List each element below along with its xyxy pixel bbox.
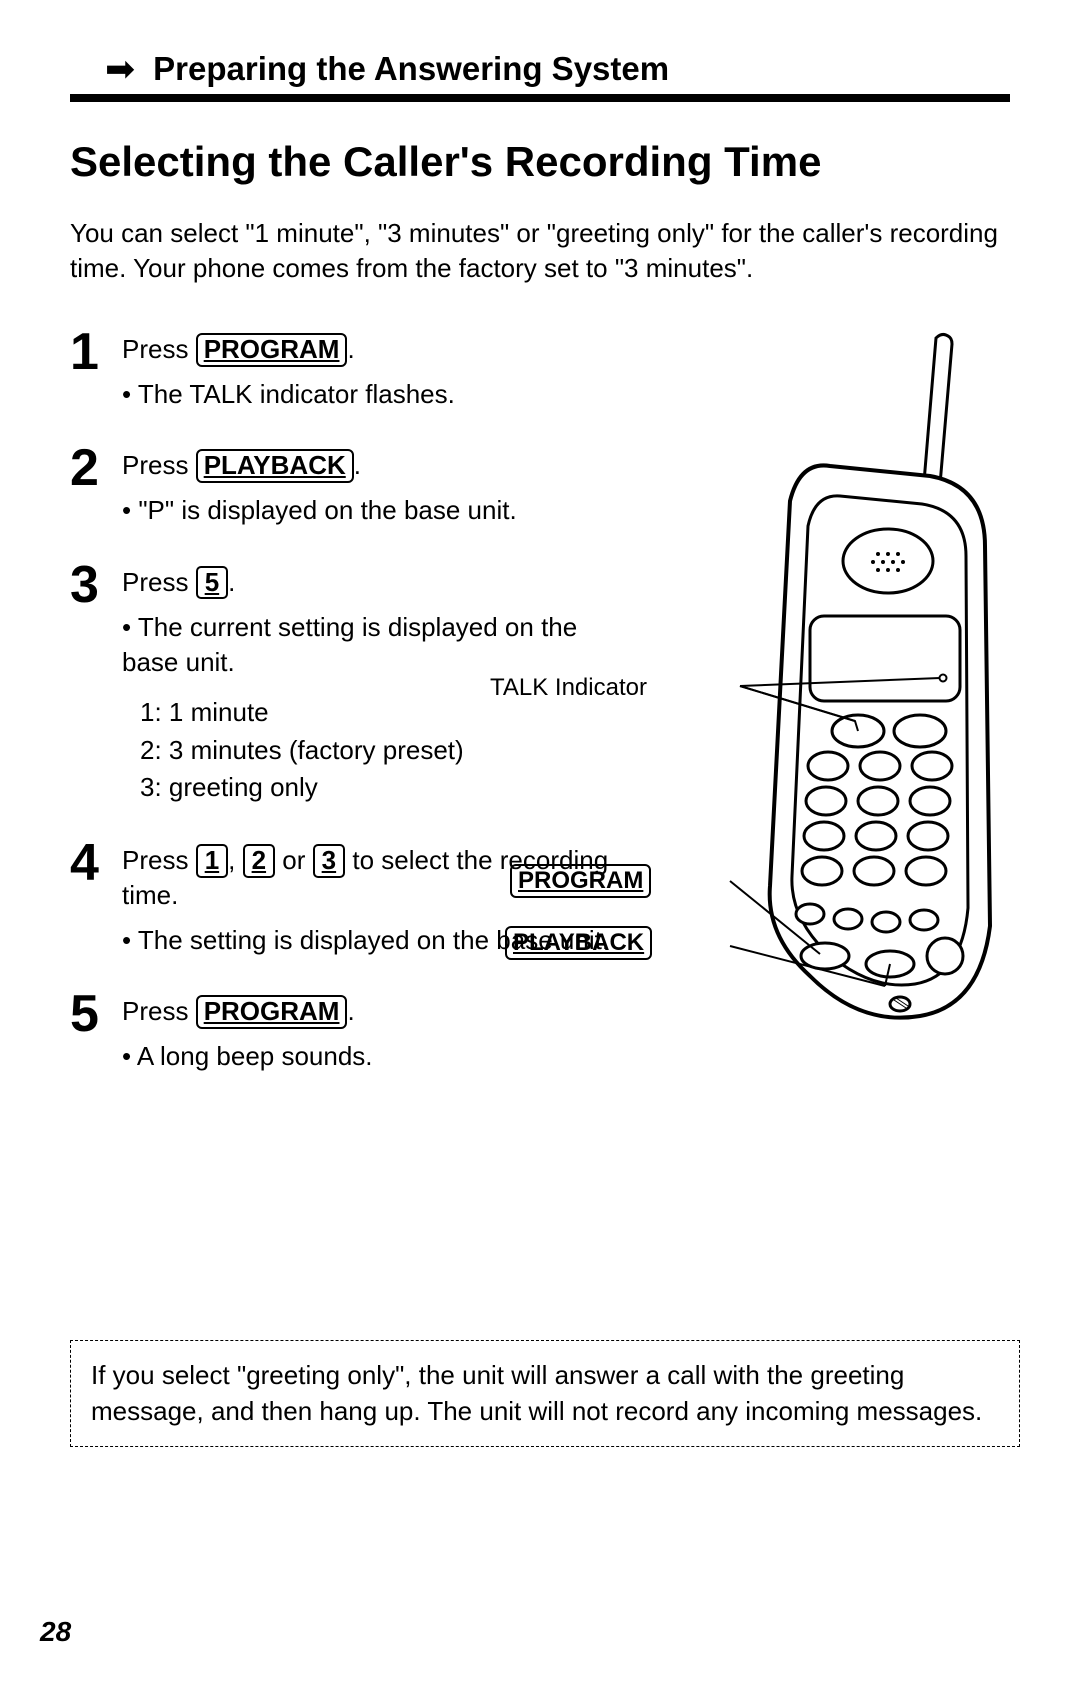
- page-title: Selecting the Caller's Recording Time: [70, 138, 1010, 186]
- step-number: 4: [70, 837, 106, 958]
- program-button-label: PROGRAM: [196, 333, 348, 367]
- program-button-label: PROGRAM: [196, 995, 348, 1029]
- step-sub: • The current setting is displayed on th…: [122, 610, 610, 680]
- key-1: 1: [196, 844, 228, 878]
- playback-button-label: PLAYBACK: [196, 449, 354, 483]
- after-label: .: [354, 450, 361, 480]
- step-1: 1 Press PROGRAM. • The TALK indicator fl…: [70, 326, 610, 412]
- illustration-column: TALK Indicator PROGRAM PLAYBACK: [630, 326, 1010, 1104]
- press-label: Press: [122, 450, 196, 480]
- press-label: Press: [122, 567, 196, 597]
- note-text: If you select "greeting only", the unit …: [91, 1360, 982, 1426]
- settings-list: 1: 1 minute 2: 3 minutes (factory preset…: [140, 694, 610, 807]
- intro-text: You can select "1 minute", "3 minutes" o…: [70, 216, 1010, 286]
- mid2: or: [275, 845, 313, 875]
- step-main: Press PROGRAM.: [122, 994, 610, 1029]
- step-5: 5 Press PROGRAM. • A long beep sounds.: [70, 988, 610, 1074]
- content-row: 1 Press PROGRAM. • The TALK indicator fl…: [70, 326, 1010, 1104]
- step-main: Press PROGRAM.: [122, 332, 610, 367]
- callout-talk-indicator: TALK Indicator: [490, 674, 647, 702]
- after-label: .: [347, 996, 354, 1026]
- press-label: Press: [122, 845, 196, 875]
- phone-illustration-icon: [690, 326, 1020, 1046]
- press-label: Press: [122, 334, 196, 364]
- press-label: Press: [122, 996, 196, 1026]
- step-2: 2 Press PLAYBACK. • "P" is displayed on …: [70, 442, 610, 528]
- arrow-right-icon: ➡: [105, 51, 135, 87]
- step-main: Press 5.: [122, 565, 610, 600]
- setting-2: 2: 3 minutes (factory preset): [140, 732, 610, 770]
- steps-column: 1 Press PROGRAM. • The TALK indicator fl…: [70, 326, 610, 1104]
- step-number: 2: [70, 442, 106, 528]
- callout-program: PROGRAM: [510, 864, 651, 898]
- mid1: ,: [228, 845, 242, 875]
- key-5: 5: [196, 566, 228, 600]
- step-number: 3: [70, 559, 106, 807]
- step-sub: • "P" is displayed on the base unit.: [122, 493, 610, 528]
- after-label: .: [347, 334, 354, 364]
- note-box: If you select "greeting only", the unit …: [70, 1340, 1020, 1447]
- step-body: Press PLAYBACK. • "P" is displayed on th…: [122, 442, 610, 528]
- step-body: Press PROGRAM. • The TALK indicator flas…: [122, 326, 610, 412]
- step-number: 1: [70, 326, 106, 412]
- step-sub: • A long beep sounds.: [122, 1039, 610, 1074]
- talk-indicator-label: TALK Indicator: [490, 674, 647, 701]
- header-rule: [70, 94, 1010, 102]
- step-sub: • The TALK indicator flashes.: [122, 377, 610, 412]
- section-header-row: ➡ Preparing the Answering System: [105, 50, 1010, 88]
- program-callout-box: PROGRAM: [510, 864, 651, 898]
- key-3: 3: [313, 844, 345, 878]
- step-main: Press PLAYBACK.: [122, 448, 610, 483]
- step-number: 5: [70, 988, 106, 1074]
- page-number: 28: [40, 1616, 71, 1648]
- playback-callout-box: PLAYBACK: [505, 926, 652, 960]
- section-header: Preparing the Answering System: [153, 50, 669, 88]
- key-2: 2: [243, 844, 275, 878]
- callout-playback: PLAYBACK: [505, 926, 652, 960]
- setting-3: 3: greeting only: [140, 769, 610, 807]
- after-label: .: [228, 567, 235, 597]
- step-body: Press PROGRAM. • A long beep sounds.: [122, 988, 610, 1074]
